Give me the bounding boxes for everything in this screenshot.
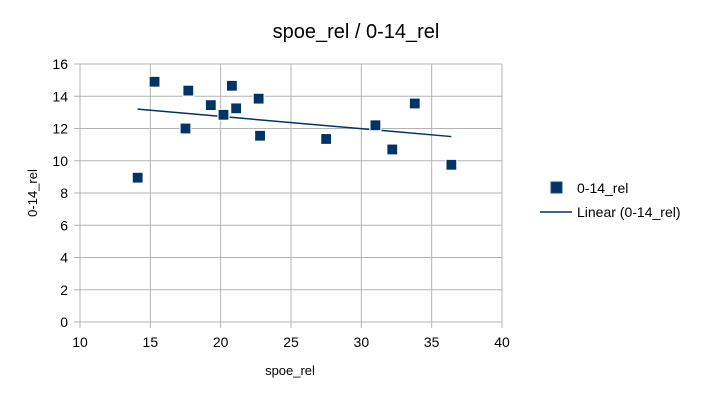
legend-label-series: 0-14_rel <box>577 180 628 196</box>
data-point <box>445 158 458 171</box>
data-point <box>204 99 217 112</box>
x-tick-label: 35 <box>424 334 440 350</box>
grid <box>74 63 503 328</box>
y-tick-label: 4 <box>60 250 68 266</box>
axes: 0 2 4 6 8 10 12 14 16 10 15 20 25 30 35 40 <box>52 56 510 350</box>
data-point <box>252 92 265 105</box>
data-point <box>320 132 333 146</box>
x-tick-label: 25 <box>283 334 299 350</box>
data-point <box>148 75 161 88</box>
legend: 0-14_rel Linear (0-14_rel) <box>540 180 681 220</box>
legend-label-trendline: Linear (0-14_rel) <box>577 204 681 220</box>
data-point <box>386 143 399 156</box>
data-point <box>179 122 192 135</box>
data-point <box>225 79 239 92</box>
y-tick-label: 12 <box>52 121 68 137</box>
y-axis-title: 0-14_rel <box>25 169 40 217</box>
x-tick-label: 15 <box>143 334 159 350</box>
trendline <box>137 108 452 138</box>
data-point <box>408 97 421 110</box>
x-tick-label: 40 <box>494 334 510 350</box>
legend-marker-series <box>550 181 563 194</box>
data-point <box>182 84 195 97</box>
y-tick-label: 8 <box>60 185 68 201</box>
data-point <box>217 108 230 121</box>
data-point <box>230 102 243 115</box>
y-tick-label: 10 <box>52 153 68 169</box>
y-tick-label: 0 <box>60 314 68 330</box>
x-axis-title: spoe_rel <box>265 363 315 378</box>
data-points <box>131 75 458 184</box>
data-point <box>369 119 382 132</box>
x-tick-label: 30 <box>354 334 370 350</box>
data-point <box>253 129 267 142</box>
y-tick-label: 14 <box>52 88 68 104</box>
y-tick-label: 2 <box>60 282 68 298</box>
y-tick-label: 6 <box>60 217 68 233</box>
chart-title: spoe_rel / 0-14_rel <box>273 21 440 43</box>
y-tick-label: 16 <box>52 56 68 72</box>
data-point <box>131 171 144 184</box>
x-tick-label: 20 <box>213 334 229 350</box>
x-tick-label: 10 <box>72 334 88 350</box>
trendline-layer <box>137 108 452 138</box>
